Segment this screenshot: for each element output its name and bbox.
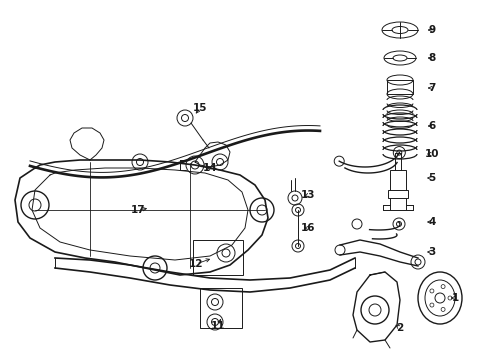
Text: 17: 17: [131, 205, 146, 215]
Bar: [193, 240, 243, 275]
Bar: [200, 288, 242, 328]
Text: 13: 13: [301, 190, 315, 200]
Text: 8: 8: [428, 53, 436, 63]
Text: 11: 11: [211, 321, 225, 331]
Text: 15: 15: [193, 103, 207, 113]
Bar: [387, 80, 413, 94]
Text: 9: 9: [428, 25, 436, 35]
Bar: [388, 190, 408, 198]
Text: 14: 14: [203, 163, 217, 173]
Text: 2: 2: [396, 323, 404, 333]
Text: 6: 6: [428, 121, 436, 131]
Ellipse shape: [425, 280, 455, 316]
Text: 10: 10: [425, 149, 439, 159]
Text: 16: 16: [301, 223, 315, 233]
Ellipse shape: [418, 272, 462, 324]
Text: 12: 12: [189, 259, 203, 269]
Text: 5: 5: [428, 173, 436, 183]
Text: 1: 1: [451, 293, 459, 303]
Bar: [390, 170, 406, 210]
Text: 3: 3: [428, 247, 436, 257]
Text: 7: 7: [428, 83, 436, 93]
Text: 4: 4: [428, 217, 436, 227]
